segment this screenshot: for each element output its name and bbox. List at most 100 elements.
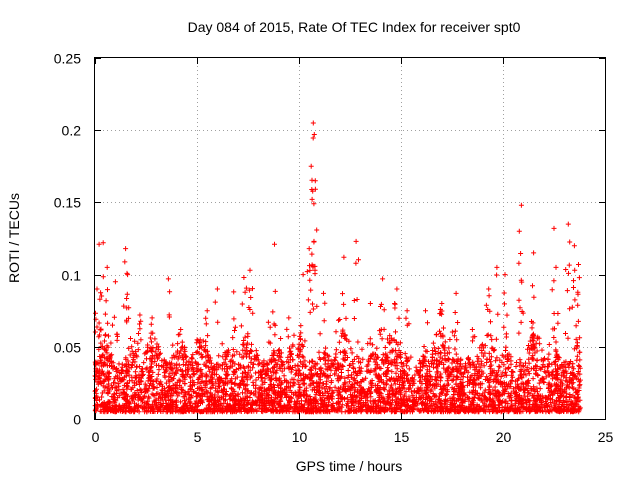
data-point bbox=[292, 372, 298, 378]
data-point bbox=[516, 383, 522, 389]
data-point bbox=[425, 379, 431, 385]
data-point bbox=[232, 324, 238, 330]
data-point bbox=[272, 241, 277, 247]
data-point bbox=[360, 356, 366, 362]
data-point bbox=[174, 405, 180, 411]
data-point bbox=[423, 308, 428, 314]
data-point bbox=[249, 341, 254, 347]
data-point bbox=[321, 381, 326, 387]
data-point bbox=[215, 319, 221, 325]
data-point bbox=[191, 389, 196, 395]
data-point bbox=[340, 364, 346, 369]
data-point bbox=[181, 403, 187, 409]
data-point bbox=[122, 396, 127, 401]
data-point bbox=[129, 396, 135, 402]
data-point bbox=[483, 302, 489, 308]
data-point bbox=[575, 302, 581, 308]
data-point bbox=[448, 407, 453, 413]
data-point bbox=[513, 364, 519, 369]
data-point bbox=[211, 367, 217, 373]
data-point bbox=[570, 384, 575, 390]
data-point bbox=[373, 405, 379, 411]
data-point bbox=[520, 403, 526, 409]
data-point bbox=[336, 317, 341, 323]
data-point bbox=[403, 315, 409, 321]
data-point bbox=[463, 409, 469, 414]
data-point bbox=[351, 316, 357, 321]
data-point bbox=[271, 348, 277, 354]
data-point bbox=[250, 365, 256, 371]
data-point bbox=[213, 379, 219, 385]
data-point bbox=[577, 365, 583, 371]
data-point bbox=[110, 394, 116, 400]
data-point bbox=[192, 408, 198, 414]
data-point bbox=[454, 369, 460, 374]
data-point bbox=[494, 355, 500, 361]
data-point bbox=[576, 275, 582, 281]
data-point bbox=[271, 352, 276, 358]
data-point bbox=[151, 354, 157, 360]
data-point bbox=[216, 406, 222, 412]
data-point bbox=[558, 377, 564, 383]
data-point bbox=[227, 378, 233, 384]
data-point bbox=[424, 389, 430, 395]
data-point bbox=[309, 251, 315, 257]
data-point bbox=[470, 399, 476, 405]
data-point bbox=[212, 401, 217, 406]
data-point bbox=[282, 386, 288, 392]
data-point bbox=[534, 358, 540, 364]
data-point bbox=[488, 359, 494, 365]
data-point bbox=[424, 394, 430, 400]
data-point bbox=[183, 392, 189, 398]
data-point bbox=[203, 363, 209, 369]
data-point bbox=[339, 396, 345, 402]
data-point bbox=[307, 383, 313, 389]
data-point bbox=[545, 356, 551, 362]
data-point bbox=[516, 260, 522, 266]
data-point bbox=[138, 318, 144, 324]
data-point bbox=[102, 347, 108, 353]
data-point bbox=[92, 373, 98, 379]
data-point bbox=[472, 391, 478, 397]
data-point bbox=[312, 263, 318, 269]
data-point bbox=[286, 402, 292, 408]
data-point bbox=[272, 332, 278, 338]
y-tick-label: 0.15 bbox=[54, 195, 81, 211]
data-point bbox=[250, 310, 256, 316]
data-point bbox=[441, 361, 447, 367]
data-point bbox=[196, 339, 202, 345]
data-point bbox=[381, 307, 387, 313]
y-tick-label: 0.25 bbox=[54, 51, 81, 67]
data-point bbox=[285, 354, 291, 360]
data-point bbox=[274, 367, 280, 373]
data-point bbox=[531, 294, 537, 300]
data-point bbox=[209, 392, 215, 398]
data-point bbox=[170, 366, 176, 372]
data-point bbox=[347, 362, 353, 368]
data-point bbox=[284, 383, 290, 389]
data-point bbox=[454, 337, 460, 343]
data-point bbox=[404, 372, 410, 378]
data-point bbox=[204, 409, 210, 415]
data-point bbox=[546, 351, 552, 357]
data-point bbox=[105, 390, 111, 395]
data-point bbox=[469, 373, 475, 378]
data-point bbox=[328, 393, 334, 399]
data-point bbox=[356, 365, 362, 371]
data-point bbox=[253, 370, 259, 376]
data-point bbox=[539, 364, 545, 370]
data-point bbox=[272, 288, 278, 294]
data-point bbox=[342, 380, 348, 386]
data-point bbox=[569, 304, 575, 310]
data-point bbox=[342, 348, 348, 354]
data-point bbox=[184, 367, 190, 372]
data-point bbox=[243, 285, 249, 291]
data-point bbox=[361, 377, 367, 383]
data-point bbox=[491, 377, 497, 383]
data-point bbox=[557, 385, 563, 391]
data-point bbox=[337, 392, 343, 398]
data-point bbox=[299, 353, 305, 359]
data-point bbox=[567, 392, 573, 397]
data-point bbox=[128, 386, 134, 392]
data-point bbox=[247, 375, 253, 381]
